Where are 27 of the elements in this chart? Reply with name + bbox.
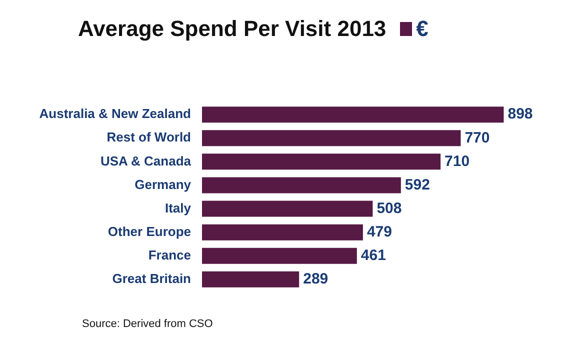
legend-label: € [416,16,428,42]
data-label: 508 [376,200,402,217]
y-tick-label: Germany [134,176,192,192]
bar [202,177,401,194]
bar [202,248,357,264]
y-tick-label: Other Europe [108,224,191,239]
data-label: 479 [366,223,392,240]
bar [202,106,504,123]
bar [202,154,441,170]
y-tick-label: France [148,247,191,262]
y-tick-label: Great Britain [112,271,192,286]
bar [202,200,373,217]
y-tick-label: Australia & New Zealand [39,106,192,122]
y-tick-label: USA & Canada [100,153,192,168]
y-tick-label: Rest of World [106,130,192,145]
data-label: 770 [464,129,490,146]
data-label: 592 [404,176,430,194]
data-label: 898 [508,106,533,123]
y-tick-label: Italy [164,200,192,216]
data-label: 289 [303,270,328,288]
data-label: 710 [444,152,470,170]
bar [202,271,300,288]
chart-title: Average Spend Per Visit 2013 [78,16,386,42]
data-label: 461 [360,247,386,264]
bar [202,130,461,146]
source-note: Source: Derived from CSO [82,318,213,330]
bar [202,224,363,240]
